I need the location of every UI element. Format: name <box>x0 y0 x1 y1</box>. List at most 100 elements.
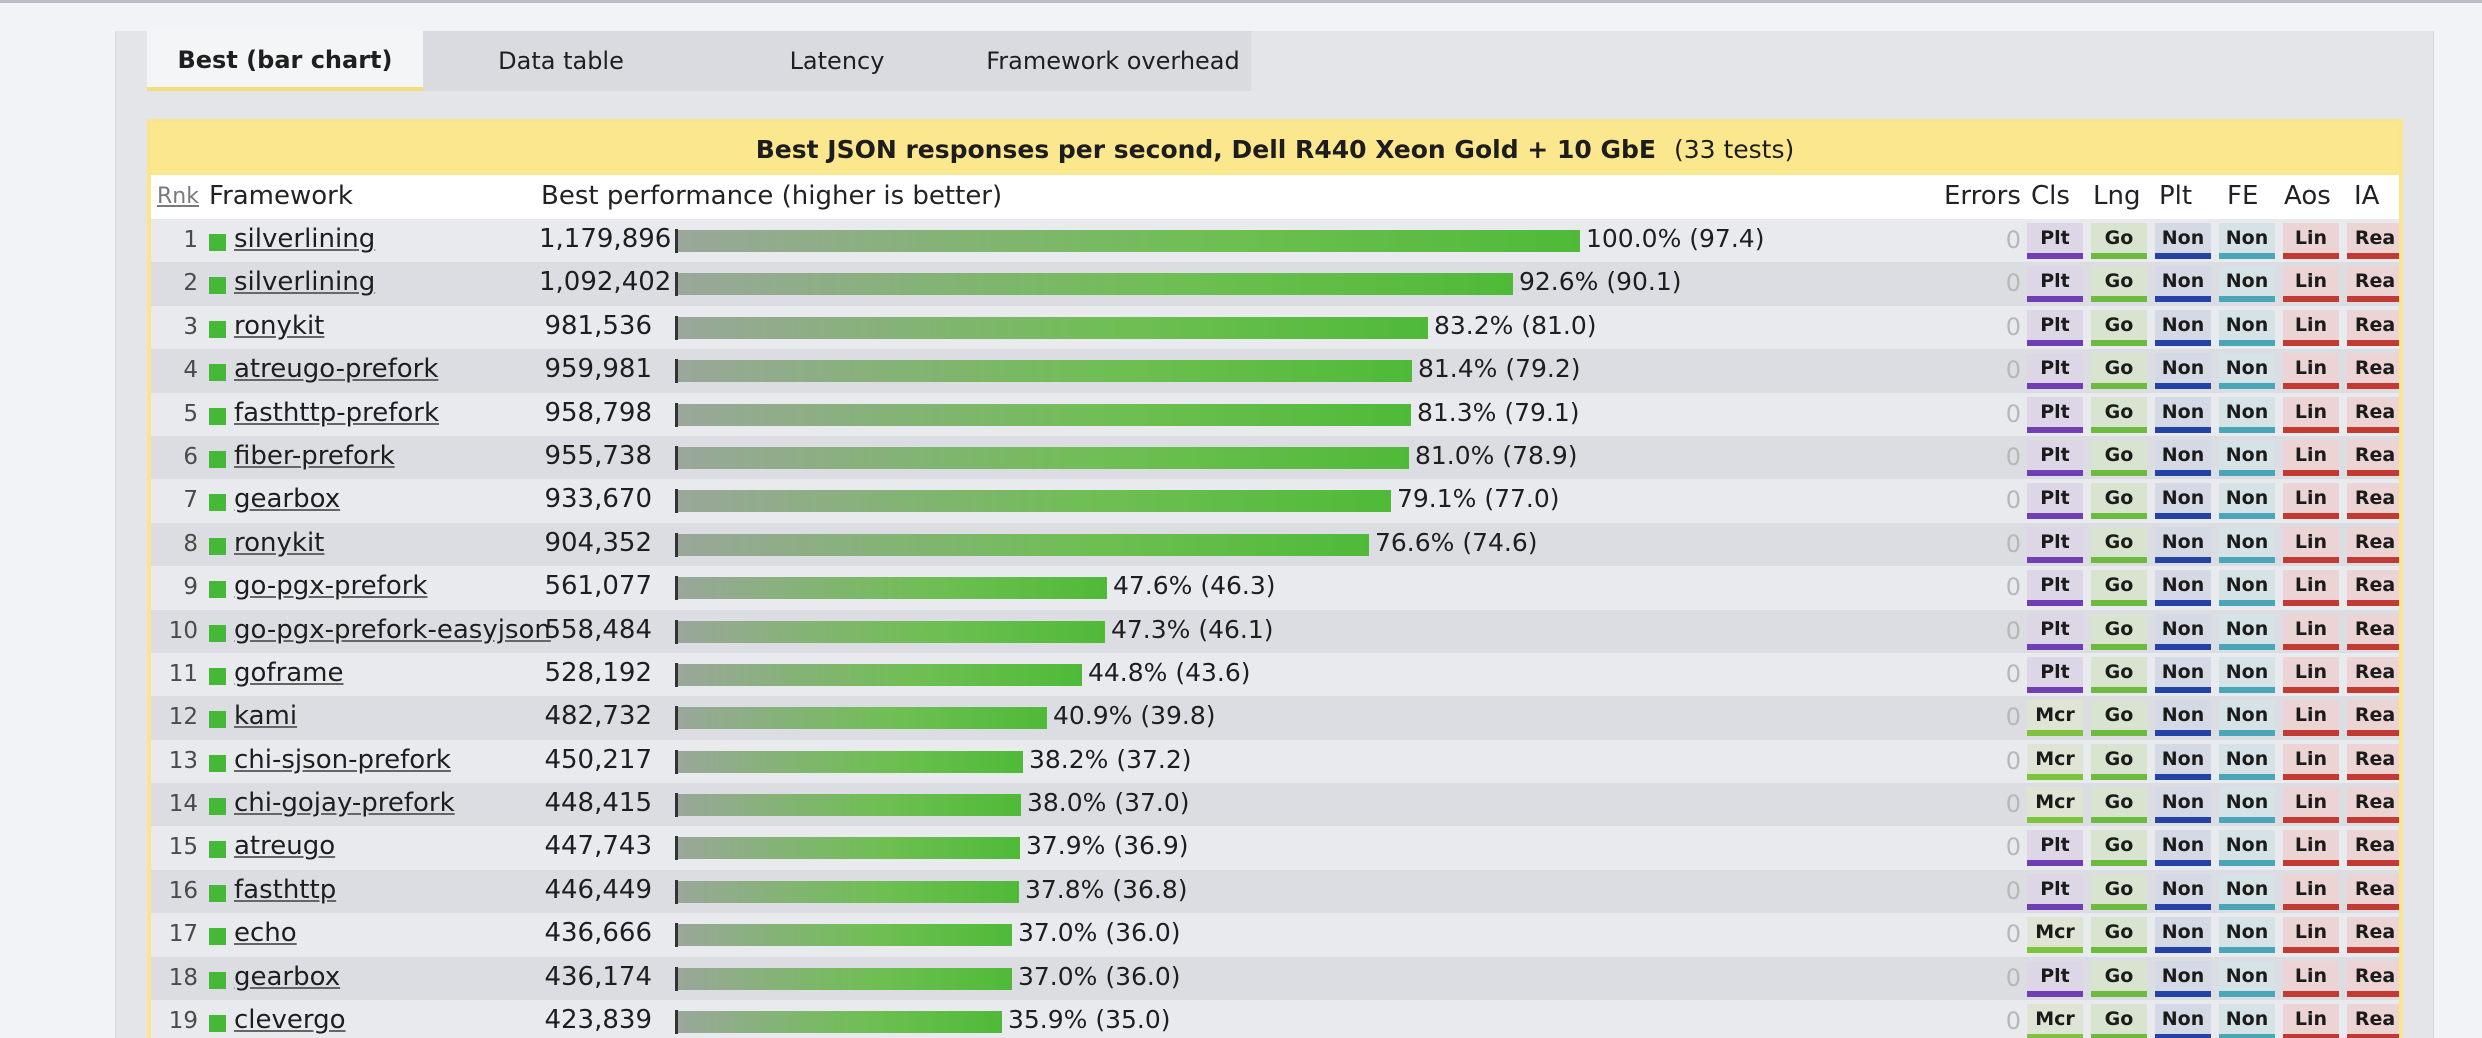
header-rank[interactable]: Rnk <box>157 184 199 209</box>
row-rank: 5 <box>183 400 198 427</box>
framework-link[interactable]: ronykit <box>234 310 325 341</box>
badge-cls: Plt <box>2027 526 2083 563</box>
header-aos: Aos <box>2284 181 2331 211</box>
table-row: 17 echo 436,666 37.0% (36.0) 0 Mcr Go Non Non Lin… <box>151 913 2399 957</box>
row-percentage: 81.3% (79.1) <box>1417 397 1580 427</box>
framework-link[interactable]: gearbox <box>234 961 341 992</box>
framework-link[interactable]: chi-sjson-prefork <box>234 744 451 775</box>
bar-baseline-tick <box>675 315 678 340</box>
tab-latency[interactable]: Latency <box>789 47 885 75</box>
framework-link[interactable]: ronykit <box>234 527 325 558</box>
framework-link[interactable]: gearbox <box>234 484 341 515</box>
row-percentage: 37.9% (36.9) <box>1026 831 1189 861</box>
table-row: 16 fasthttp 446,449 37.8% (36.8) 0 Plt Go Non No… <box>151 869 2399 914</box>
header-ia: IA <box>2354 181 2380 211</box>
row-percentage: 38.2% (37.2) <box>1029 744 1192 774</box>
row-errors: 0 <box>2005 442 2021 471</box>
framework-link[interactable]: goframe <box>234 657 344 688</box>
badge-fe: Non <box>2219 656 2275 693</box>
badge-cls: Mcr <box>2027 1004 2083 1038</box>
framework-color-square <box>209 234 226 251</box>
table-row: 8 ronykit 904,352 76.6% (74.6) 0 Plt Go Non Non L… <box>151 522 2399 567</box>
badge-lng: Go <box>2091 613 2147 650</box>
framework-link[interactable]: silverlining <box>234 267 376 298</box>
row-value: 436,174 <box>544 961 652 992</box>
framework-link[interactable]: chi-gojay-prefork <box>234 788 455 819</box>
framework-link[interactable]: kami <box>234 701 298 732</box>
badge-aos: Lin <box>2283 483 2339 520</box>
bar-baseline-tick <box>675 576 678 601</box>
framework-color-square <box>209 711 226 729</box>
tab-best-bar-chart[interactable]: Best (bar chart) <box>147 31 423 91</box>
badge-plt: Non <box>2155 613 2211 650</box>
row-rank: 17 <box>168 921 198 948</box>
table-row: 7 gearbox 933,670 79.1% (77.0) 0 Plt Go Non Non L… <box>151 479 2399 523</box>
header-errors: Errors <box>1944 181 2021 211</box>
results-rows: 1 silverlining 1,179,896 100.0% (97.4) 0 Plt G… <box>151 219 2399 1038</box>
badge-ia: Rea <box>2347 960 2399 997</box>
badge-ia: Rea <box>2347 613 2399 650</box>
badge-cls: Plt <box>2027 873 2083 910</box>
performance-bar <box>678 707 1047 730</box>
row-errors: 0 <box>2005 529 2021 558</box>
badge-plt: Non <box>2155 743 2211 780</box>
row-percentage: 47.3% (46.1) <box>1111 614 1274 644</box>
performance-bar <box>678 880 1019 903</box>
framework-link[interactable]: silverlining <box>234 224 376 254</box>
performance-bar <box>678 577 1107 600</box>
row-percentage: 76.6% (74.6) <box>1375 527 1538 557</box>
badge-lng: Go <box>2091 917 2147 954</box>
row-errors: 0 <box>2005 269 2021 298</box>
framework-color-square <box>209 624 226 642</box>
framework-link[interactable]: fasthttp-prefork <box>234 397 440 428</box>
bar-baseline-tick <box>675 923 678 948</box>
row-percentage: 81.4% (79.2) <box>1418 354 1581 384</box>
row-percentage: 100.0% (97.4) <box>1586 224 1765 253</box>
results-card: Best JSON responses per second, Dell R44… <box>147 119 2403 1038</box>
badge-lng: Go <box>2091 873 2147 910</box>
framework-color-square <box>209 841 226 859</box>
badge-fe: Non <box>2219 483 2275 520</box>
table-row: 15 atreugo 447,743 37.9% (36.9) 0 Plt Go Non Non… <box>151 826 2399 870</box>
framework-link[interactable]: clevergo <box>234 1005 346 1036</box>
badge-aos: Lin <box>2283 656 2339 693</box>
framework-link[interactable]: fasthttp <box>234 874 337 905</box>
framework-link[interactable]: go-pgx-prefork <box>234 571 428 602</box>
framework-color-square <box>209 971 226 989</box>
header-performance: Best performance (higher is better) <box>541 181 1003 211</box>
badge-aos: Lin <box>2283 917 2339 954</box>
header-plt: Plt <box>2159 181 2193 211</box>
row-value: 448,415 <box>544 788 652 819</box>
framework-color-square <box>209 581 226 599</box>
row-percentage: 79.1% (77.0) <box>1397 484 1560 514</box>
performance-bar <box>678 924 1012 947</box>
badge-plt: Non <box>2155 309 2211 346</box>
performance-bar <box>678 1011 1002 1034</box>
badge-ia: Rea <box>2347 700 2399 737</box>
badge-ia: Rea <box>2347 396 2399 433</box>
row-rank: 13 <box>168 747 198 774</box>
tab-data-table[interactable]: Data table <box>498 47 624 75</box>
row-value: 423,839 <box>544 1005 652 1036</box>
bar-baseline-tick <box>675 229 678 253</box>
framework-link[interactable]: fiber-prefork <box>234 440 395 471</box>
row-errors: 0 <box>2005 746 2021 775</box>
badge-aos: Lin <box>2283 830 2339 867</box>
row-rank: 7 <box>183 487 198 514</box>
framework-color-square <box>209 884 226 902</box>
tab-framework-overhead[interactable]: Framework overhead <box>986 47 1240 75</box>
framework-link[interactable]: go-pgx-prefork-easyjson <box>234 614 551 645</box>
badge-aos: Lin <box>2283 266 2339 303</box>
badge-aos: Lin <box>2283 439 2339 476</box>
framework-link[interactable]: echo <box>234 918 297 949</box>
framework-link[interactable]: atreugo-prefork <box>234 354 439 385</box>
badge-plt: Non <box>2155 223 2211 259</box>
row-value: 482,732 <box>544 701 652 732</box>
table-row: 6 fiber-prefork 955,738 81.0% (78.9) 0 Plt Go N… <box>151 435 2399 480</box>
bar-baseline-tick <box>675 966 678 991</box>
table-row: 1 silverlining 1,179,896 100.0% (97.4) 0 Plt G… <box>151 219 2399 263</box>
framework-link[interactable]: atreugo <box>234 831 336 862</box>
framework-color-square <box>209 407 226 425</box>
badge-lng: Go <box>2091 396 2147 433</box>
badge-cls: Mcr <box>2027 787 2083 824</box>
